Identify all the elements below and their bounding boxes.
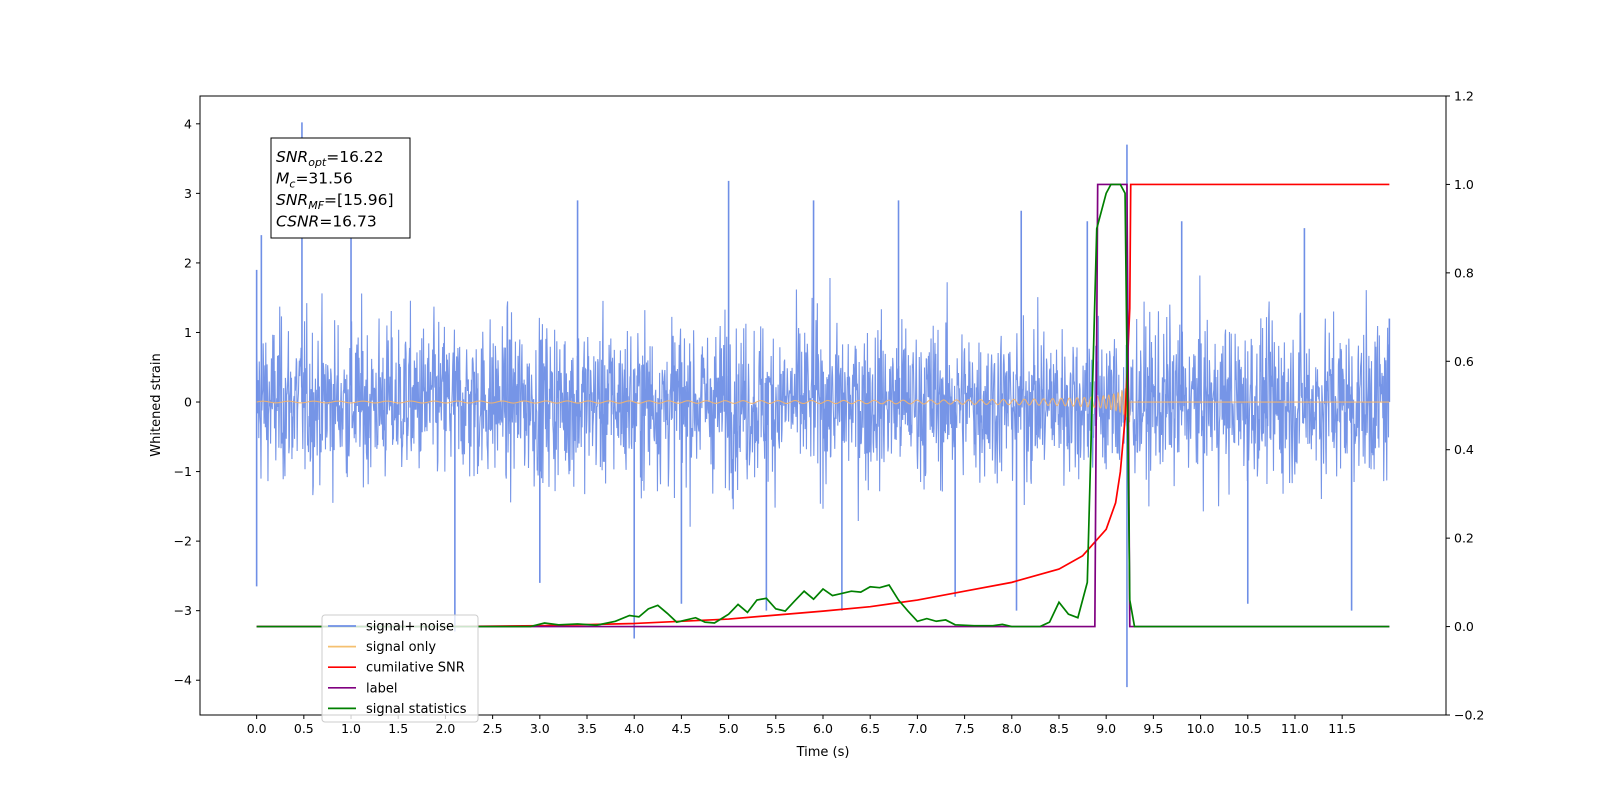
x-tick-label: 4.5 xyxy=(671,721,691,736)
x-tick-label: 10.5 xyxy=(1234,721,1262,736)
noise-peaks xyxy=(255,122,1391,688)
y2-tick-label: 1.2 xyxy=(1454,89,1474,104)
x-tick-label: 9.0 xyxy=(1096,721,1116,736)
stats-line: SNRopt=16.22 xyxy=(276,148,384,169)
y2-tick-label: −0.2 xyxy=(1454,708,1484,723)
series-signal-statistics xyxy=(256,183,1390,628)
series-signal-only xyxy=(256,384,1390,423)
legend-label: label xyxy=(366,681,397,696)
legend-box xyxy=(321,614,479,723)
y-tick-label: 0 xyxy=(184,395,192,410)
stats-line: SNRMF=[15.96] xyxy=(276,191,394,212)
axis-layer: 0.0 0.5 1.0 1.5 2.0 2.5 3.0 3.5 4.0 4.5 5.0 5.5 6.0 6… xyxy=(174,89,1485,737)
x-tick-label: 3.5 xyxy=(577,721,597,736)
y-tick-label: 4 xyxy=(184,116,192,131)
y2-tick-label: 0.0 xyxy=(1454,619,1474,634)
y-tick-label: 2 xyxy=(184,255,192,270)
y2-tick-label: 1.0 xyxy=(1454,177,1474,192)
y2-tick-label: 0.4 xyxy=(1454,442,1474,457)
plot-layer xyxy=(255,122,1391,688)
x-tick-label: 11.0 xyxy=(1281,721,1309,736)
series-signal-statistics-line xyxy=(256,183,1390,628)
y-tick-label: −2 xyxy=(174,534,192,549)
x-tick-label: 11.5 xyxy=(1328,721,1356,736)
y2-tick-label: 0.8 xyxy=(1454,265,1474,280)
x-tick-label: 2.0 xyxy=(435,721,455,736)
y-tick-label: −1 xyxy=(174,464,192,479)
stats-box xyxy=(270,137,411,239)
x-tick-label: 7.0 xyxy=(907,721,927,736)
x-tick-label: 3.0 xyxy=(530,721,550,736)
x-tick-label: 4.0 xyxy=(624,721,644,736)
x-tick-label: 5.0 xyxy=(719,721,739,736)
x-tick-label: 9.5 xyxy=(1143,721,1163,736)
x-tick-label: 6.0 xyxy=(813,721,833,736)
legend-label: signal only xyxy=(366,640,436,655)
series-line-signal-only xyxy=(256,384,1390,423)
y2-tick-label: 0.6 xyxy=(1454,354,1474,369)
x-tick-label: 8.5 xyxy=(1049,721,1069,736)
series-signal-noise xyxy=(255,122,1391,688)
x-tick-label: 6.5 xyxy=(860,721,880,736)
y-axis-title: Whitened strain xyxy=(149,353,164,456)
legend-label: signal+ noise xyxy=(366,620,454,635)
stats-annotation: SNRopt=16.22Mc=31.56SNRMF=[15.96]CSNR=16… xyxy=(270,137,411,239)
legend: signal+ noise signal only cumilative SNR la… xyxy=(321,614,479,723)
legend-label: cumilative SNR xyxy=(366,661,465,676)
y-tick-label: −4 xyxy=(174,673,192,688)
x-tick-label: 7.5 xyxy=(955,721,975,736)
y-tick-label: 3 xyxy=(184,186,192,201)
x-tick-label: 2.5 xyxy=(483,721,503,736)
y2-tick-label: 0.2 xyxy=(1454,531,1474,546)
x-tick-label: 1.5 xyxy=(388,721,408,736)
x-tick-label: 1.0 xyxy=(341,721,361,736)
series-line-signal-noise xyxy=(256,275,1390,527)
stats-line: Mc=31.56 xyxy=(276,170,353,191)
x-tick-label: 8.0 xyxy=(1002,721,1022,736)
x-tick-label: 0.0 xyxy=(247,721,267,736)
x-tick-label: 10.0 xyxy=(1187,721,1215,736)
x-axis-title: Time (s) xyxy=(796,745,850,760)
y-tick-label: 1 xyxy=(184,325,192,340)
stats-line: CSNR=16.73 xyxy=(276,213,377,231)
y-tick-label: −3 xyxy=(174,603,192,618)
x-tick-label: 0.5 xyxy=(294,721,314,736)
legend-label: signal statistics xyxy=(366,702,467,717)
x-tick-label: 5.5 xyxy=(766,721,786,736)
